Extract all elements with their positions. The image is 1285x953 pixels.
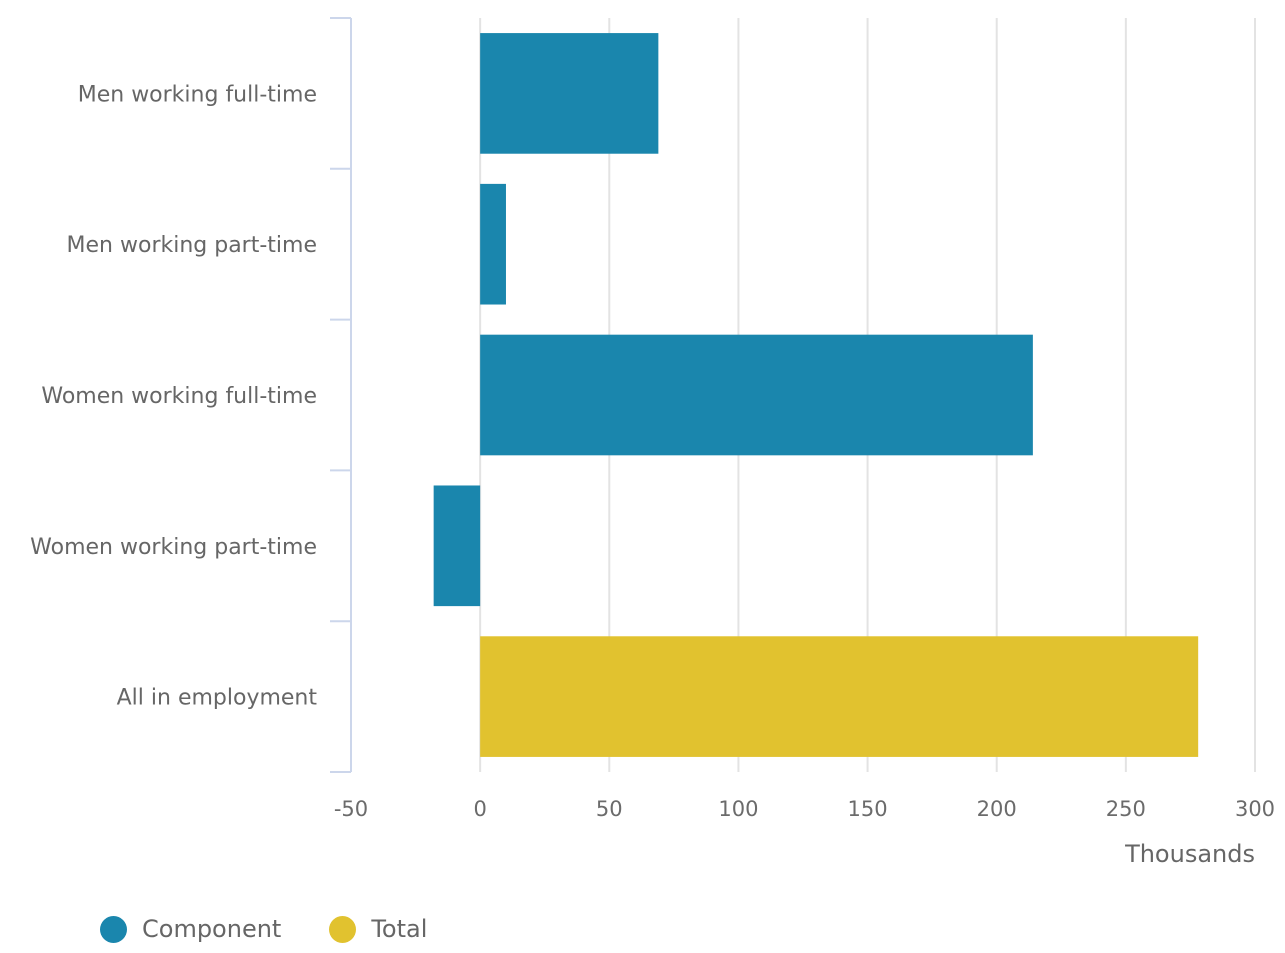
bars xyxy=(433,33,1199,757)
x-tick-label: -50 xyxy=(334,797,368,821)
y-axis: Men working full-time Men working part-ti… xyxy=(30,17,352,773)
x-tick-label: 150 xyxy=(848,797,888,821)
legend: Component Total xyxy=(100,912,427,946)
x-tick-label: 100 xyxy=(718,797,758,821)
x-tick-label: 250 xyxy=(1106,797,1146,821)
y-category-label: Men working part-time xyxy=(67,233,317,258)
bar[interactable] xyxy=(480,33,659,154)
x-tick-label: 300 xyxy=(1235,797,1275,821)
x-axis: -50 0 50 100 150 200 250 300 xyxy=(334,797,1275,821)
total-swatch-icon xyxy=(329,915,357,943)
legend-label-component: Component xyxy=(142,915,282,943)
bar[interactable] xyxy=(480,334,1033,456)
x-tick-label: 0 xyxy=(473,797,486,821)
legend-label-total: Total xyxy=(371,915,428,943)
legend-item-component[interactable]: Component xyxy=(100,915,281,943)
y-category-label: Women working full-time xyxy=(41,384,317,409)
component-swatch-icon xyxy=(100,915,127,943)
bar[interactable] xyxy=(480,636,1199,757)
y-category-label: Men working full-time xyxy=(78,82,317,107)
bar[interactable] xyxy=(433,485,481,607)
x-axis-title: Thousands xyxy=(1124,840,1255,868)
x-tick-label: 200 xyxy=(977,797,1017,821)
bar[interactable] xyxy=(480,183,506,305)
y-category-label: All in employment xyxy=(117,686,318,711)
legend-item-total[interactable]: Total xyxy=(329,915,427,943)
x-tick-label: 50 xyxy=(596,797,623,821)
y-category-label: Women working part-time xyxy=(30,535,317,560)
